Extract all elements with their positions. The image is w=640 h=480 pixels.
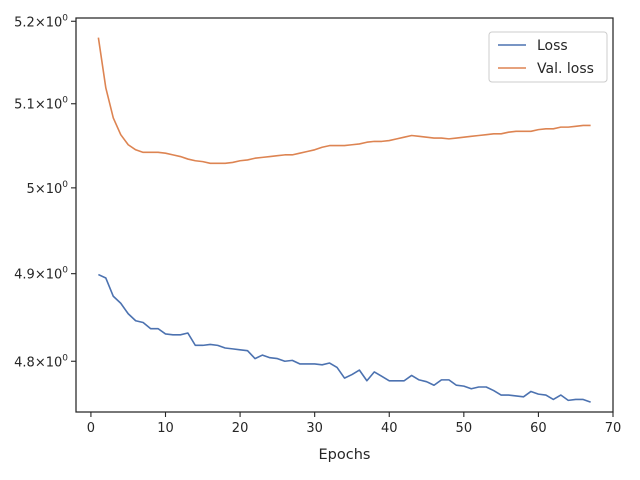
x-tick-label: 20 <box>232 421 249 436</box>
legend: Loss Val. loss <box>488 31 608 83</box>
x-tick-label: 50 <box>456 421 473 436</box>
x-axis-label: Epochs <box>319 447 371 463</box>
x-tick-label: 0 <box>87 421 95 436</box>
legend-label-0: Loss <box>537 38 568 54</box>
y-tick-label: 4.8×100 <box>14 353 68 370</box>
x-tick-label: 40 <box>381 421 398 436</box>
series-line-1 <box>97 37 591 165</box>
x-axis: 0 10 20 30 40 50 60 70 <box>87 412 621 436</box>
x-tick-label: 30 <box>306 421 323 436</box>
series-lines <box>97 37 591 403</box>
y-tick-label: 5.2×100 <box>14 13 68 30</box>
series-line-0 <box>98 273 591 403</box>
y-tick-label: 4.9×100 <box>14 266 68 283</box>
x-tick-label: 10 <box>157 421 174 436</box>
legend-label-1: Val. loss <box>537 61 594 77</box>
y-tick-label: 5.1×100 <box>14 96 68 113</box>
x-tick-label: 70 <box>605 421 622 436</box>
x-tick-label: 60 <box>530 421 547 436</box>
y-axis: 4.8×100 4.9×100 5×100 5.1×100 5.2×100 <box>14 13 76 370</box>
plot-frame <box>75 17 614 413</box>
y-tick-label: 5×100 <box>27 180 69 197</box>
plot-area <box>76 18 613 412</box>
